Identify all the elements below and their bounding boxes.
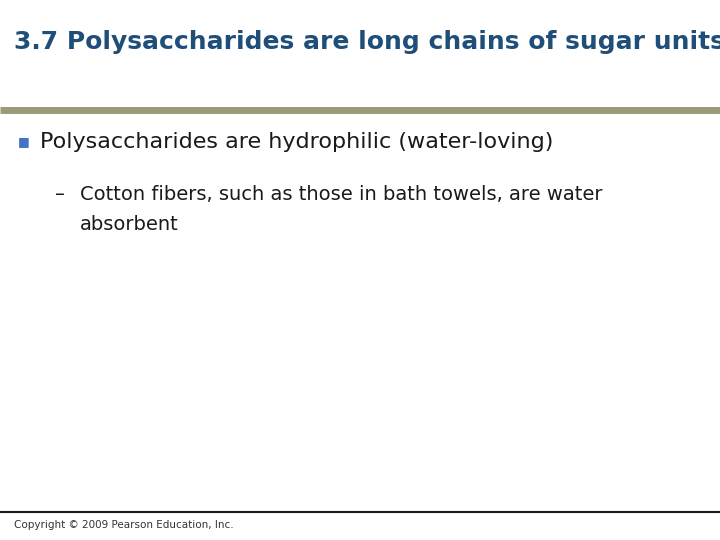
- Text: Copyright © 2009 Pearson Education, Inc.: Copyright © 2009 Pearson Education, Inc.: [14, 520, 233, 530]
- Text: Polysaccharides are hydrophilic (water-loving): Polysaccharides are hydrophilic (water-l…: [40, 132, 554, 152]
- Text: –: –: [55, 185, 65, 204]
- Text: ■: ■: [18, 135, 30, 148]
- Text: Cotton fibers, such as those in bath towels, are water: Cotton fibers, such as those in bath tow…: [80, 185, 603, 204]
- Text: absorbent: absorbent: [80, 215, 179, 234]
- Text: 3.7 Polysaccharides are long chains of sugar units: 3.7 Polysaccharides are long chains of s…: [14, 30, 720, 54]
